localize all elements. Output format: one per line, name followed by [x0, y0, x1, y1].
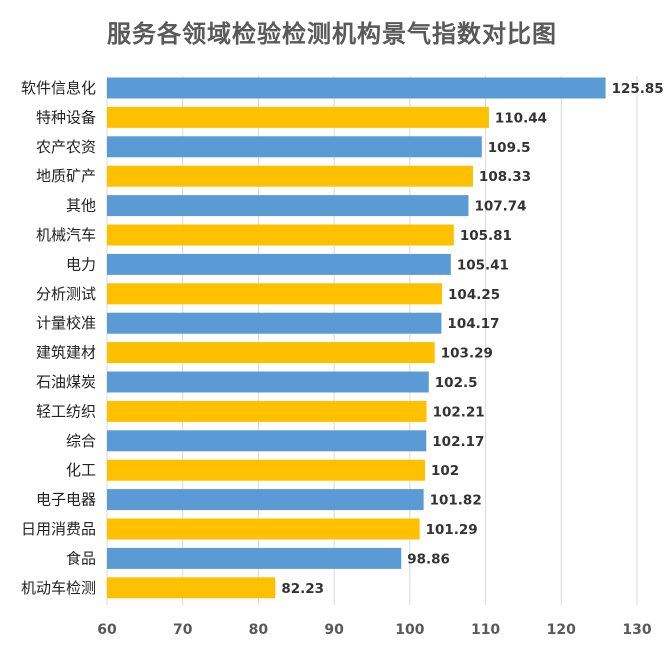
x-tick-label: 70: [173, 622, 193, 638]
value-label: 102: [431, 463, 459, 479]
bar-layer: [107, 77, 606, 599]
x-tick-labels: 60 70 80 90 100 110 120 130: [97, 622, 652, 638]
category-label: 食品: [66, 549, 96, 567]
value-label: 125.85: [612, 81, 664, 97]
category-label: 机动车检测: [21, 579, 96, 597]
category-label: 电力: [66, 255, 96, 273]
chart-title: 服务各领域检验检测机构景气指数对比图: [107, 20, 557, 48]
category-label: 地质矿产: [36, 167, 96, 185]
category-label: 建筑建材: [36, 344, 96, 362]
category-label: 石油煤炭: [36, 373, 96, 391]
category-label: 综合: [66, 432, 96, 450]
category-label: 电子电器: [36, 491, 96, 509]
bar: [107, 253, 451, 275]
category-label: 轻工纺织: [36, 402, 96, 420]
bar: [107, 489, 424, 511]
bar: [107, 165, 473, 187]
bar: [107, 577, 276, 599]
value-label: 103.29: [441, 346, 493, 362]
x-tick-label: 90: [324, 622, 344, 638]
category-label: 机械汽车: [36, 226, 96, 244]
category-label: 软件信息化: [21, 79, 96, 97]
value-label: 101.82: [430, 493, 482, 509]
bar: [107, 77, 606, 99]
category-labels: 软件信息化特种设备农产农资地质矿产其他机械汽车电力分析测试计量校准建筑建材石油煤…: [21, 79, 96, 597]
category-label: 特种设备: [36, 108, 96, 126]
grid-layer: [106, 76, 638, 605]
x-tick-label: 60: [97, 622, 117, 638]
bar: [107, 283, 443, 305]
category-label: 其他: [66, 197, 96, 215]
bar: [107, 342, 435, 364]
bar: [107, 459, 425, 481]
value-label: 105.81: [460, 228, 512, 244]
value-label: 109.5: [488, 140, 531, 156]
value-label: 102.17: [432, 434, 484, 450]
value-label: 105.41: [457, 257, 509, 273]
bar: [107, 371, 429, 393]
category-label: 化工: [66, 461, 96, 479]
value-label: 104.17: [447, 316, 499, 332]
category-label: 日用消费品: [21, 520, 96, 538]
x-tick-label: 130: [622, 622, 651, 638]
bar: [107, 224, 454, 246]
bar: [107, 518, 420, 540]
value-label: 98.86: [407, 551, 450, 567]
bar: [107, 430, 427, 452]
bar: [107, 195, 469, 217]
x-tick-label: 110: [471, 622, 500, 638]
value-label: 101.29: [426, 522, 478, 538]
value-label: 110.44: [495, 110, 547, 126]
category-label: 分析测试: [36, 285, 96, 303]
bar: [107, 547, 402, 569]
value-label: 102.21: [433, 404, 485, 420]
category-label: 农产农资: [36, 138, 96, 156]
bar: [107, 400, 427, 422]
value-label: 108.33: [479, 169, 531, 185]
category-label: 计量校准: [36, 314, 96, 332]
value-label: 104.25: [448, 287, 500, 303]
x-tick-label: 120: [547, 622, 576, 638]
value-labels: 125.85 110.44 109.5 108.33 107.74 105.81 105.4…: [281, 81, 663, 597]
x-tick-label: 80: [249, 622, 269, 638]
bar: [107, 312, 442, 334]
value-label: 82.23: [281, 581, 324, 597]
bar: [107, 106, 489, 128]
bar: [107, 136, 482, 158]
value-label: 102.5: [435, 375, 478, 391]
x-tick-label: 100: [395, 622, 424, 638]
value-label: 107.74: [474, 199, 526, 215]
